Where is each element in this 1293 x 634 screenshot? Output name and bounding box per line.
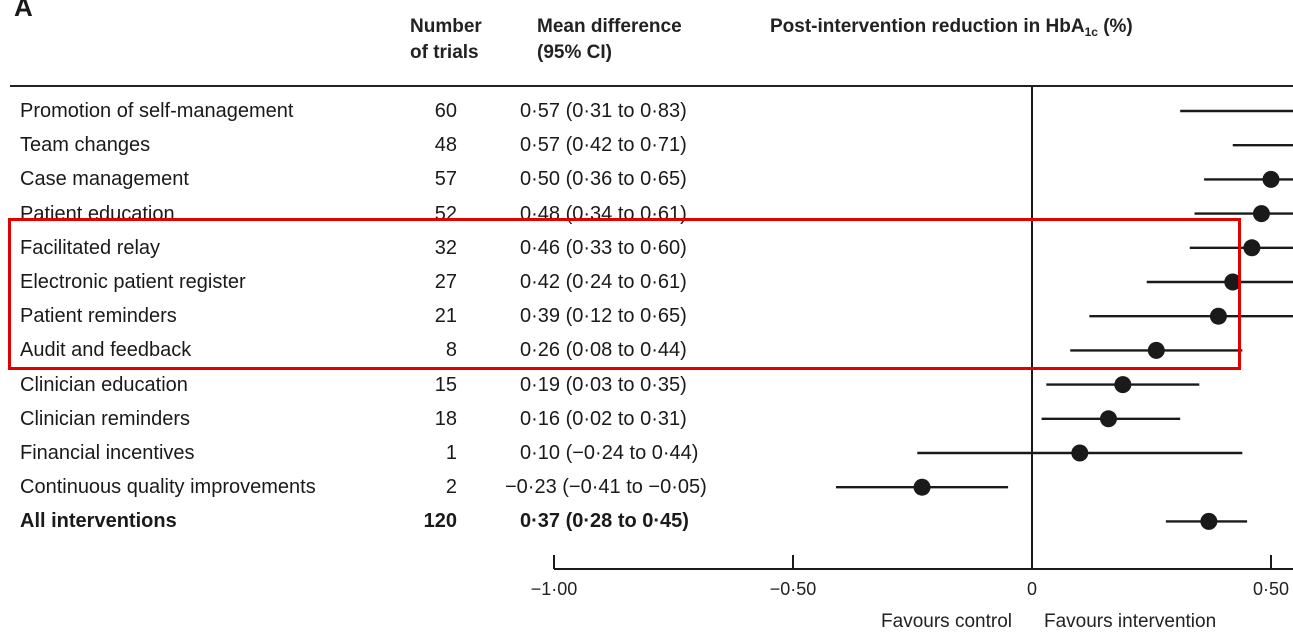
- row-ci-text: 0·50 (0·36 to 0·65): [520, 168, 687, 191]
- row-ci-text: 0·57 (0·31 to 0·83): [520, 100, 687, 122]
- row-trials: 18: [434, 407, 457, 430]
- row-trials: 8: [445, 339, 457, 362]
- row-ci-text: 0·10 (−0·24 to 0·44): [520, 442, 699, 464]
- x-tick-label: −1·00: [531, 579, 578, 599]
- plot-title: Post-intervention reduction in HbA1c (%): [770, 14, 1133, 45]
- x-tick-label: 0·50: [1253, 579, 1289, 599]
- row-ci-text: 0·19 (0·03 to 0·35): [520, 373, 687, 396]
- row-trials: 32: [434, 236, 457, 259]
- row-label: Team changes: [20, 134, 151, 157]
- header-rule: [10, 85, 1293, 87]
- point-estimate: [1114, 376, 1132, 394]
- row-trials: 48: [434, 134, 457, 157]
- trials-header-line1: Number: [410, 16, 482, 37]
- point-estimate: [913, 478, 931, 496]
- panel-label: A: [14, 0, 33, 22]
- row-label: Audit and feedback: [20, 339, 192, 362]
- mean-column-header: Mean difference (95% CI): [537, 14, 682, 66]
- mean-header-line2: (95% CI): [537, 42, 612, 63]
- point-estimate: [1209, 307, 1227, 325]
- x-tick-label: −0·50: [770, 579, 817, 599]
- mean-header-line1: Mean difference: [537, 16, 682, 37]
- row-label: Patient reminders: [20, 305, 177, 328]
- row-ci-text: 0·26 (0·08 to 0·44): [520, 339, 687, 362]
- point-estimate: [1147, 341, 1165, 359]
- trials-header-line2: of trials: [410, 42, 479, 63]
- point-estimate: [1243, 239, 1261, 257]
- row-label: Electronic patient register: [20, 271, 246, 293]
- point-estimate: [1262, 170, 1280, 188]
- point-estimate: [1099, 410, 1117, 428]
- row-label: Case management: [20, 168, 189, 191]
- row-trials: 15: [434, 373, 457, 396]
- point-estimate: [1200, 512, 1218, 530]
- row-label: Financial incentives: [20, 442, 195, 464]
- row-label: Facilitated relay: [20, 236, 161, 259]
- trials-column-header: Number of trials: [410, 14, 482, 66]
- row-trials: 27: [434, 271, 457, 293]
- row-ci-text: 0·46 (0·33 to 0·60): [520, 236, 687, 259]
- row-trials: 1: [445, 442, 457, 464]
- favours-control-label: Favours control: [881, 611, 1012, 632]
- row-label: Clinician reminders: [20, 407, 191, 430]
- point-estimate: [1224, 273, 1242, 291]
- point-estimate: [1252, 205, 1270, 223]
- plot-title-subscript: 1c: [1084, 25, 1098, 39]
- row-label: Clinician education: [20, 373, 188, 396]
- row-ci-text: 0·42 (0·24 to 0·61): [520, 271, 687, 293]
- row-label: Continuous quality improvements: [20, 476, 316, 499]
- row-ci-text: 0·16 (0·02 to 0·31): [520, 407, 687, 430]
- row-ci-text: 0·37 (0·28 to 0·45): [520, 510, 689, 533]
- point-estimate: [1071, 444, 1089, 462]
- row-trials: 57: [434, 168, 457, 191]
- row-trials: 120: [423, 510, 457, 533]
- plot-title-main: Post-intervention reduction in HbA: [770, 16, 1085, 37]
- x-tick-label: 0: [1027, 579, 1037, 599]
- row-trials: 60: [434, 100, 457, 122]
- row-label: Promotion of self-management: [20, 100, 294, 122]
- row-trials: 2: [445, 476, 457, 499]
- row-ci-text: 0·39 (0·12 to 0·65): [520, 305, 687, 328]
- row-trials: 21: [434, 305, 457, 328]
- favours-intervention-label: Favours intervention: [1044, 611, 1216, 632]
- plot-title-tail: (%): [1097, 16, 1133, 37]
- row-ci-text: 0·57 (0·42 to 0·71): [520, 134, 687, 157]
- row-ci-text: −0·23 (−0·41 to −0·05): [505, 476, 707, 499]
- row-label: All interventions: [20, 510, 177, 533]
